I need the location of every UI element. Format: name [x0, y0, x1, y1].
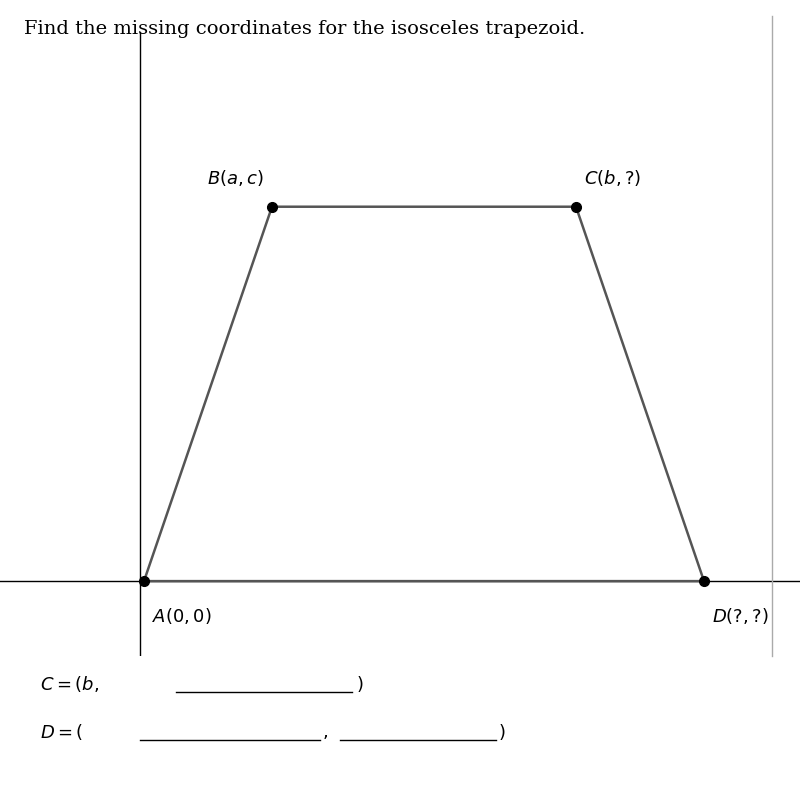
Text: $C(b, ?)$: $C(b, ?)$: [584, 168, 642, 188]
Text: $)$: $)$: [498, 722, 506, 742]
Text: $)$: $)$: [356, 674, 363, 694]
Text: $D(?, ?)$: $D(?, ?)$: [712, 606, 769, 626]
Text: $B(a, c)$: $B(a, c)$: [207, 168, 264, 188]
Text: $,$: $,$: [322, 723, 329, 741]
Text: $C = (b,$: $C = (b,$: [40, 674, 99, 694]
Text: Find the missing coordinates for the isosceles trapezoid.: Find the missing coordinates for the iso…: [24, 20, 586, 38]
Text: $D = ($: $D = ($: [40, 722, 83, 742]
Text: $A(0, 0)$: $A(0, 0)$: [152, 606, 212, 626]
